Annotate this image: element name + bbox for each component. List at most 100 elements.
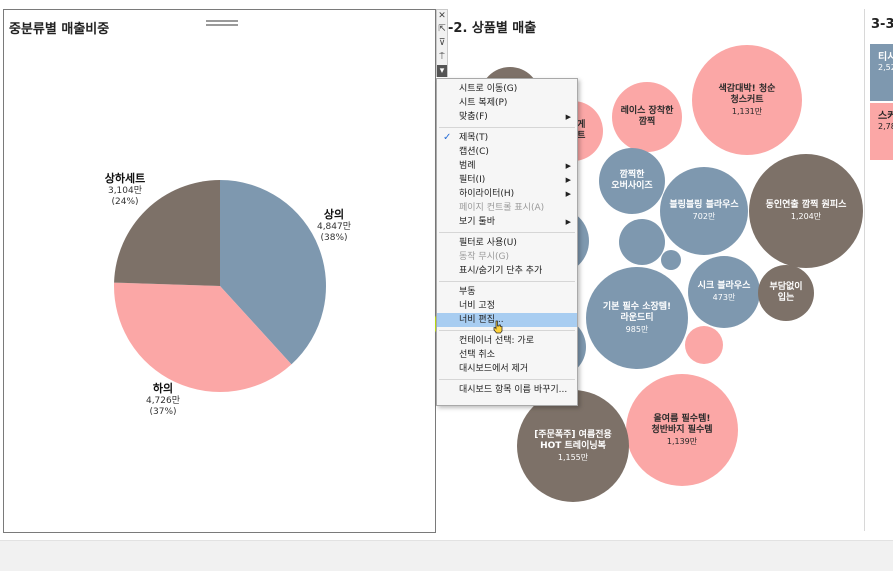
menu-item[interactable]: 필터로 사용(U) [437,236,577,250]
menu-item[interactable]: 하이라이터(H) ▶ [437,187,577,201]
check-icon: ✓ [443,132,452,143]
menu-item[interactable]: 대시보드에서 제거 [437,362,577,376]
bubble[interactable] [685,326,723,364]
menu-item[interactable]: 필터(I) ▶ [437,173,577,187]
hand-cursor-icon [493,320,503,334]
menu-item[interactable]: 맞춤(F) ▶ [437,110,577,124]
menu-item-label: 보기 툴바 [459,217,495,227]
menu-item-label: 제목(T) [459,133,489,143]
submenu-arrow-icon: ▶ [565,190,571,198]
menu-item[interactable]: ✓ 제목(T) [437,131,577,145]
bubble-label: 입는 [777,293,795,303]
filter-icon[interactable]: ⊽ [438,38,446,48]
pie-chart-panel[interactable]: 중분류별 매출비중 상의 4,847만 (38%) 하의 4,726만 (37%) 상하세트… [3,9,436,533]
bubble[interactable]: 기본 필수 소장템! 라운드티 985만 [586,267,688,369]
bubble[interactable]: 올여름 필수템! 청반바지 필수템 1,139만 [626,374,738,486]
bubble-label: 시크 블라우스 [697,281,751,291]
treemap-cell-value: 2,784 [878,122,893,131]
bubble[interactable]: 동인연출 깜찍 원피스 1,204만 [749,154,863,268]
drag-handle[interactable] [206,20,238,26]
menu-item[interactable]: 부동 [437,285,577,299]
bubble[interactable]: [주문폭주] 여름전용 HOT 트레이닝복 1,155만 [517,390,629,502]
menu-item[interactable]: 너비 편집... [437,313,577,327]
slice-name: 상하세트 [104,172,146,185]
submenu-arrow-icon: ▶ [565,218,571,226]
menu-item-label: 범례 [459,161,476,171]
menu-item[interactable]: 대시보드 항목 이름 바꾸기... [437,383,577,397]
submenu-arrow-icon: ▶ [565,162,571,170]
bubble-value: 1,131만 [731,106,763,116]
bubble[interactable] [619,219,665,265]
menu-item-label: 시트로 이동(G) [459,84,518,94]
bubble-label: 블링블링 블라우스 [669,200,739,210]
item-toolbar: ✕ ⇱ ⊽ ⍑ ▾ [436,9,448,77]
more-options-icon[interactable]: ▾ [437,65,447,77]
slice-value: 3,104만 [107,186,143,196]
pin-icon[interactable]: ⍑ [439,52,445,62]
pie-slice[interactable] [220,180,326,365]
bubble-label: 기본 필수 소장템! [602,301,672,312]
treemap-cell[interactable]: 티시 2,523 [870,44,893,101]
menu-item[interactable]: 너비 고정 [437,299,577,313]
slice-name: 상의 [323,208,345,221]
treemap-title: 3-3. [871,17,893,32]
menu-item-label: 표시/숨기기 단추 추가 [459,266,543,276]
menu-item[interactable]: 컨테이너 선택: 가로 [437,334,577,348]
menu-item[interactable]: 선택 취소 [437,348,577,362]
menu-item-label: 하이라이터(H) [459,189,515,199]
menu-item[interactable]: 범례 ▶ [437,159,577,173]
bubble[interactable]: 깜찍한 오버사이즈 [599,148,665,214]
slice-value: 4,847만 [316,222,352,232]
menu-item[interactable]: 시트 복제(P) [437,96,577,110]
slice-percent: (24%) [111,197,139,207]
close-icon[interactable]: ✕ [438,11,446,21]
open-sheet-icon[interactable]: ⇱ [438,24,446,34]
bubble-label: 올여름 필수템! [653,413,711,424]
menu-separator [439,330,575,331]
bubble[interactable] [661,250,681,270]
bubble[interactable]: 레이스 장착한 깜찍 [612,82,682,152]
slice-value: 4,726만 [145,396,181,406]
pie-slice[interactable] [114,180,220,286]
bubble-value: 473만 [712,293,736,302]
submenu-arrow-icon: ▶ [565,176,571,184]
bubble-label: HOT 트레이닝복 [540,440,606,451]
bubble-label: 부담없이 [769,282,803,292]
menu-item-label: 대시보드 항목 이름 바꾸기... [459,385,568,395]
bubble-value: 1,139만 [666,436,698,446]
bubble-label: 청반바지 필수템 [651,424,713,435]
bubble-label: 레이스 장착한 [620,106,674,116]
submenu-arrow-icon: ▶ [565,113,571,121]
treemap-cell[interactable]: 스커 2,784 [870,103,893,160]
menu-item[interactable]: 캡션(C) [437,145,577,159]
bubble-value: 985만 [625,324,649,334]
bubble[interactable]: 블링블링 블라우스 702만 [660,167,748,255]
menu-item-label: 필터(I) [459,175,486,185]
bubble-label: 깜찍 [638,117,656,127]
bubble-label: 오버사이즈 [611,181,653,191]
treemap-cell-label: 티시 [878,52,893,63]
bubble[interactable]: 부담없이 입는 [758,265,814,321]
menu-separator [439,127,575,128]
treemap-panel[interactable]: 3-3. 티시 2,523 스커 2,784 [866,9,893,531]
pie-chart[interactable] [4,10,435,532]
pie-slice[interactable] [114,282,292,392]
menu-separator [439,232,575,233]
menu-item[interactable]: 시트로 이동(G) [437,82,577,96]
bubble[interactable]: 시크 블라우스 473만 [688,256,760,328]
menu-item[interactable]: 보기 툴바 ▶ [437,215,577,229]
context-menu: 시트로 이동(G) 시트 복제(P) 맞춤(F) ▶ ✓ 제목(T) 캡션(C) 범례 ▶ 필터(… [436,78,578,406]
menu-item[interactable]: 표시/숨기기 단추 추가 [437,264,577,278]
treemap-cell-label: 스커 [878,111,893,122]
menu-separator [439,281,575,282]
bubble[interactable]: 색감대박! 청순 청스커트 1,131만 [692,45,802,155]
pie-slice-label: 상의 4,847만 (38%) [294,208,374,244]
bubble-label: 깜찍한 [619,170,645,180]
pie-slice-label: 하의 4,726만 (37%) [123,382,203,418]
menu-item-label: 선택 취소 [459,350,495,360]
menu-item: 페이지 컨트롤 표시(A) [437,201,577,215]
bubble-label: 청스커트 [730,94,764,105]
pie-slice-label: 상하세트 3,104만 (24%) [85,172,165,208]
treemap-cell-value: 2,523 [878,63,893,72]
bubble-label: [주문폭주] 여름전용 [534,429,612,440]
